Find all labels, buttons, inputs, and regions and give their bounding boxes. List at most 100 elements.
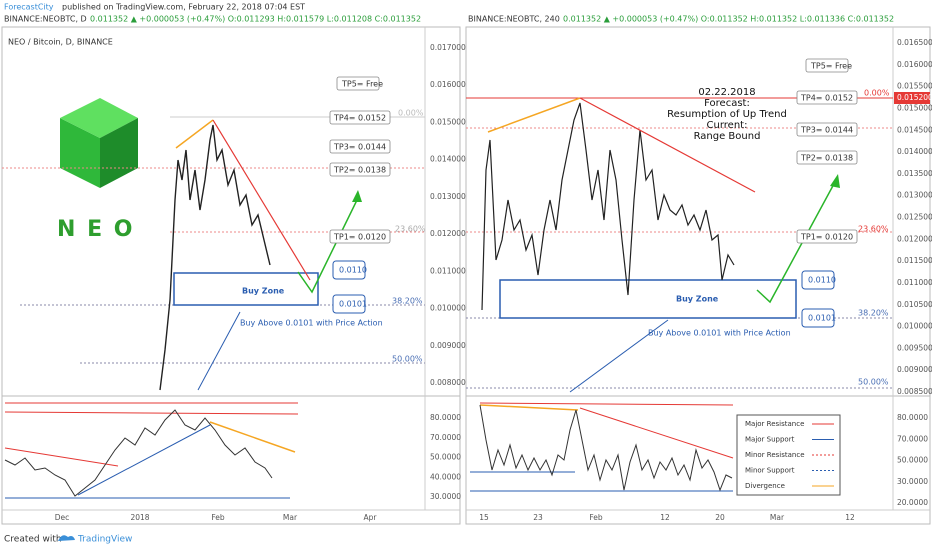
- quote: 0.011352 ▲ +0.000053 (+0.47%) O:0.011352…: [563, 15, 894, 24]
- price-tick-label: 70.0000: [897, 434, 928, 443]
- price-tick-label: 0.014000: [897, 147, 932, 156]
- trend-line: [487, 97, 581, 133]
- brand-icon: [58, 535, 75, 541]
- price-tick-label: 70.0000: [430, 433, 461, 442]
- legend-label: Divergence: [745, 482, 785, 490]
- zone-box: [801, 270, 835, 290]
- price-tick-label: 0.015000: [430, 117, 466, 126]
- x-tick-label: 12: [660, 513, 670, 522]
- arrow: [830, 174, 840, 188]
- forecast: Range Bound: [694, 131, 761, 142]
- author[interactable]: ForecastCity: [4, 3, 54, 12]
- zone-bottom: 0.0101: [808, 314, 836, 323]
- x-tick-label: Feb: [211, 513, 225, 522]
- target-box: [805, 58, 849, 73]
- header: ForecastCity published on TradingView.co…: [4, 3, 894, 24]
- fib-label: 0.00%: [864, 89, 890, 98]
- price-tick-label: 0.011500: [897, 256, 932, 265]
- price-tick-label: 0.013000: [430, 192, 466, 201]
- buy-zone: [173, 272, 319, 306]
- ticker: BINANCE:NEOBTC, 240: [468, 15, 560, 24]
- target: TP1= 0.0120: [800, 233, 853, 242]
- zone-note: Buy Above 0.0101 with Price Action: [240, 319, 383, 328]
- zone-top: 0.0110: [339, 266, 367, 275]
- price-tick-label: 0.013000: [897, 191, 932, 200]
- x-tick-label: 12: [845, 513, 855, 522]
- price-tick-label: 0.014000: [430, 155, 466, 164]
- zone-label: Buy Zone: [242, 287, 285, 296]
- resistance: [579, 407, 734, 459]
- zone-box: [332, 294, 366, 314]
- buy-zone: [499, 279, 797, 319]
- neo-logo: N E O: [57, 98, 138, 242]
- forecast: 02.22.2018: [698, 87, 755, 98]
- trend-line: [569, 319, 669, 393]
- x-tick-label: Dec: [55, 513, 70, 522]
- divergence: [209, 421, 296, 453]
- trend-line: [175, 119, 214, 149]
- fib-label: 38.20%: [858, 309, 889, 318]
- projection: [297, 197, 359, 294]
- footer-brand[interactable]: TradingView: [77, 535, 132, 545]
- price-tick-label: 0.016000: [430, 80, 466, 89]
- support: [77, 424, 211, 496]
- target: TP5= Free: [810, 62, 852, 71]
- left-panel: [1, 26, 461, 525]
- target: TP1= 0.0120: [333, 233, 386, 242]
- fib-label: 23.60%: [395, 225, 426, 234]
- trend-line: [197, 311, 241, 391]
- fib-label: 23.60%: [858, 225, 889, 234]
- price-tick-label: 30.0000: [897, 477, 928, 486]
- x-tick-label: Feb: [589, 513, 603, 522]
- x-tick-label: 23: [533, 513, 543, 522]
- zone-top: 0.0110: [808, 276, 836, 285]
- price-tick-label: 0.012000: [430, 229, 466, 238]
- price-tick-label: 0.011000: [897, 278, 932, 287]
- price-tick-label: 50.0000: [897, 456, 928, 465]
- price-line: [159, 124, 271, 391]
- price-tick-label: 80.0000: [430, 413, 461, 422]
- trend-line: [579, 97, 756, 193]
- legend-label: Major Support: [745, 436, 795, 444]
- forecast: Resumption of Up Trend: [667, 109, 787, 120]
- fib-label: 38.20%: [392, 297, 423, 306]
- price-tick-label: 0.009000: [897, 365, 932, 374]
- oscillator-line: [4, 409, 273, 497]
- price-tick-label: 0.016000: [897, 60, 932, 69]
- divergence: [479, 404, 579, 411]
- x-tick-label: 15: [479, 513, 489, 522]
- price-tick-label: 0.009500: [897, 343, 932, 352]
- target: TP3= 0.0144: [333, 143, 386, 152]
- price-tick-label: 0.008000: [430, 378, 466, 387]
- projection: [756, 181, 836, 304]
- target: TP4= 0.0152: [800, 94, 853, 103]
- target-box: [796, 229, 858, 244]
- target-box: [329, 110, 391, 125]
- zone-note: Buy Above 0.0101 with Price Action: [648, 329, 791, 338]
- target: TP4= 0.0152: [333, 114, 386, 123]
- zone-box: [332, 260, 366, 280]
- target-box: [329, 229, 391, 244]
- target-box: [796, 122, 858, 137]
- price-tick-label: 50.0000: [430, 453, 461, 462]
- legend-label: Minor Resistance: [745, 451, 805, 459]
- x-tick-label: Mar: [283, 513, 298, 522]
- target-box: [796, 150, 858, 165]
- fib-label: 0.00%: [398, 109, 424, 118]
- quote: 0.011352 ▲ +0.000053 (+0.47%) O:0.011293…: [90, 15, 421, 24]
- fib-label: 50.00%: [392, 355, 423, 364]
- legend: [736, 414, 841, 496]
- fib-label: 50.00%: [858, 378, 889, 387]
- price-tick-label: 0.011000: [430, 266, 466, 275]
- legend-label: Minor Support: [745, 467, 795, 475]
- target-box: [336, 76, 380, 91]
- zone-label: Buy Zone: [676, 295, 719, 304]
- price-tick-label: 0.010000: [897, 322, 932, 331]
- last-price: 0.015200: [897, 93, 932, 102]
- x-tick-label: Mar: [770, 513, 785, 522]
- price-tick-label: 0.016500: [897, 38, 932, 47]
- price-tick-label: 20.0000: [897, 498, 928, 507]
- ticker: BINANCE:NEOBTC, D: [4, 15, 87, 24]
- logo-text: N E O: [57, 217, 134, 242]
